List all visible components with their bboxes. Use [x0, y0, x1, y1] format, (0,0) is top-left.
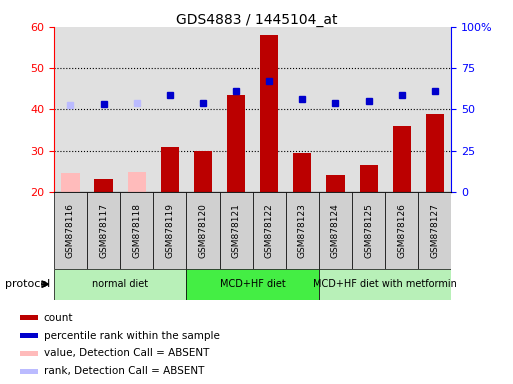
Bar [260, 35, 279, 192]
Bar [62, 174, 80, 192]
Bar [94, 179, 113, 192]
Bar [252, 27, 286, 192]
Bar [286, 27, 319, 192]
Text: rank, Detection Call = ABSENT: rank, Detection Call = ABSENT [44, 366, 204, 376]
Bar [54, 269, 186, 300]
Text: GDS4883 / 1445104_at: GDS4883 / 1445104_at [176, 13, 337, 27]
Bar [20, 369, 38, 374]
Bar [392, 126, 411, 192]
Text: GSM878117: GSM878117 [99, 203, 108, 258]
Text: GSM878120: GSM878120 [199, 203, 207, 258]
Bar [418, 27, 451, 192]
Bar [120, 192, 153, 269]
Bar [352, 27, 385, 192]
Text: GSM878121: GSM878121 [231, 203, 241, 258]
Bar [87, 192, 120, 269]
Text: percentile rank within the sample: percentile rank within the sample [44, 331, 220, 341]
Bar [186, 27, 220, 192]
Bar [227, 95, 245, 192]
Bar [426, 114, 444, 192]
Text: GSM878126: GSM878126 [397, 203, 406, 258]
Text: GSM878124: GSM878124 [331, 203, 340, 258]
Text: GSM878116: GSM878116 [66, 203, 75, 258]
Bar [153, 27, 186, 192]
Bar [418, 192, 451, 269]
Bar [293, 153, 311, 192]
Text: count: count [44, 313, 73, 323]
Bar [326, 175, 345, 192]
Bar [20, 333, 38, 338]
Bar [20, 351, 38, 356]
Bar [319, 27, 352, 192]
Bar [87, 27, 120, 192]
Bar [220, 27, 252, 192]
Text: GSM878119: GSM878119 [165, 203, 174, 258]
Bar [20, 316, 38, 320]
Bar [252, 192, 286, 269]
Bar [54, 192, 87, 269]
Bar [385, 27, 418, 192]
Text: protocol: protocol [5, 279, 50, 289]
Text: GSM878125: GSM878125 [364, 203, 373, 258]
Bar [186, 192, 220, 269]
Bar [319, 269, 451, 300]
Bar [120, 27, 153, 192]
Text: GSM878122: GSM878122 [265, 203, 274, 258]
Text: MCD+HF diet with metformin: MCD+HF diet with metformin [313, 279, 457, 289]
Bar [194, 151, 212, 192]
Text: normal diet: normal diet [92, 279, 148, 289]
Text: value, Detection Call = ABSENT: value, Detection Call = ABSENT [44, 348, 209, 358]
Bar [286, 192, 319, 269]
Text: GSM878127: GSM878127 [430, 203, 439, 258]
Bar [186, 269, 319, 300]
Bar [385, 192, 418, 269]
Bar [161, 147, 179, 192]
Text: GSM878118: GSM878118 [132, 203, 141, 258]
Bar [153, 192, 186, 269]
Bar [360, 165, 378, 192]
Bar [352, 192, 385, 269]
Bar [54, 27, 87, 192]
Bar [220, 192, 252, 269]
Text: GSM878123: GSM878123 [298, 203, 307, 258]
Text: MCD+HF diet: MCD+HF diet [220, 279, 286, 289]
Bar [319, 192, 352, 269]
Bar [128, 172, 146, 192]
